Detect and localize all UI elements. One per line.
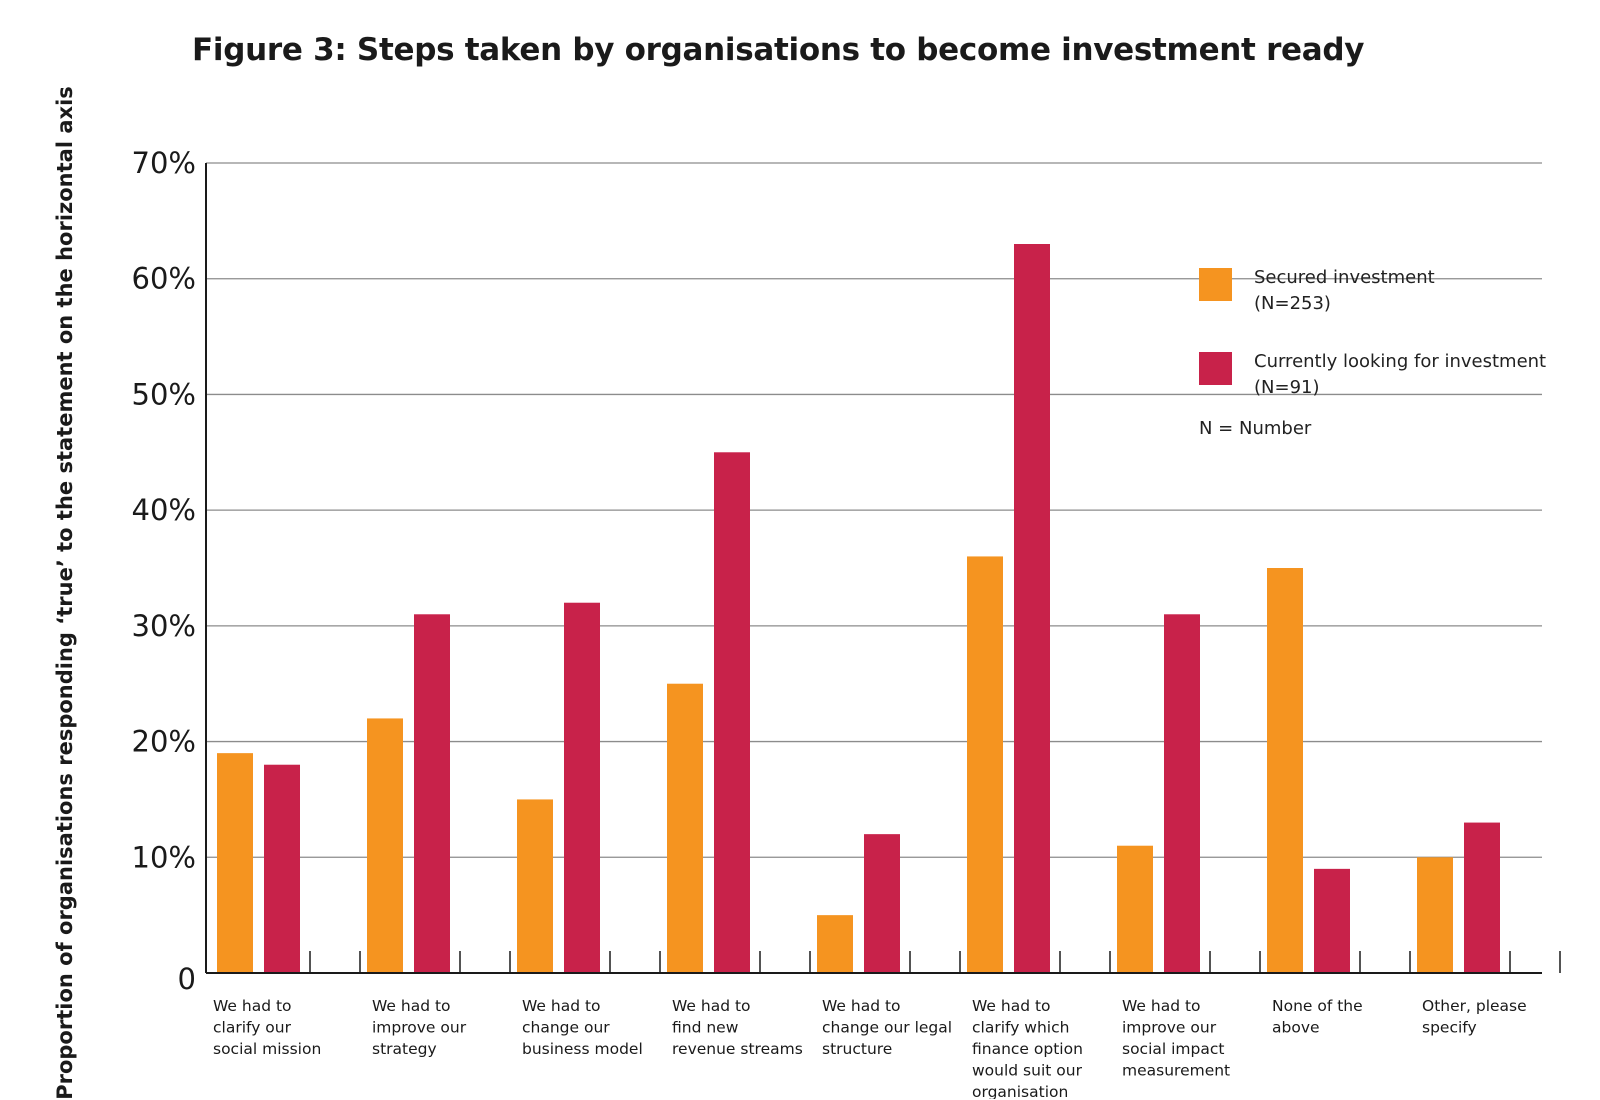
y-tick-label: 0 [178,962,196,996]
legend-label: (N=253) [1254,293,1331,314]
bar [817,915,853,973]
legend-label: (N=91) [1254,377,1320,398]
x-tick-label: We had to [522,997,601,1015]
x-tick-label: None of the [1272,997,1363,1015]
y-tick-label: 50% [132,377,196,411]
legend-swatch [1199,268,1232,301]
y-tick-label: 10% [132,840,196,874]
x-tick-label: change our [522,1019,610,1037]
bar [264,764,300,973]
x-tick-label: We had to [1122,997,1201,1015]
bar [1014,244,1050,973]
bar [1464,822,1500,973]
x-tick-label: We had to [372,997,451,1015]
x-tick-label: clarify our [213,1019,292,1037]
bar [1267,568,1303,973]
x-tick-label: social mission [213,1040,321,1058]
x-tick-label: improve our [1122,1019,1217,1037]
axes [205,163,1561,974]
x-tick-label: finance option [972,1040,1083,1058]
x-tick-label: business model [522,1040,643,1058]
bar [1117,845,1153,973]
x-tick-label: strategy [372,1040,437,1058]
legend-note: N = Number [1199,418,1312,439]
x-tick-label: structure [822,1040,892,1058]
x-tick-label: We had to [672,997,751,1015]
x-tick-label: revenue streams [672,1040,803,1058]
bar [1164,614,1200,973]
x-tick-label: improve our [372,1019,467,1037]
x-tick-label: measurement [1122,1062,1230,1080]
x-tick-label: organisation [972,1083,1068,1099]
x-tick-label: We had to [972,997,1051,1015]
bar [517,799,553,973]
x-tick-label: would suit our [972,1062,1083,1080]
bar [864,834,900,973]
legend-swatch [1199,352,1232,385]
legend-label: Secured investment [1254,267,1435,288]
legend-label: Currently looking for investment [1254,351,1546,372]
bar [1314,868,1350,973]
x-tick-label: We had to [822,997,901,1015]
bar [367,718,403,973]
chart-title: Figure 3: Steps taken by organisations t… [192,32,1365,68]
x-tick-label: find new [672,1019,739,1037]
y-tick-label: 20% [132,725,196,759]
bar [564,602,600,973]
x-tick-label: Other, please [1422,997,1527,1015]
bar [414,614,450,973]
x-tick-labels: We had to clarify our social mission We had… [213,997,1527,1099]
x-tick-label: change our legal [822,1019,952,1037]
y-tick-labels: 0 10% 20% 30% 40% 50% 60% 70% [132,146,196,996]
bar [967,556,1003,973]
x-tick-label: social impact [1122,1040,1224,1058]
y-tick-label: 70% [132,146,196,180]
y-tick-label: 30% [132,609,196,643]
bar [714,452,750,973]
bar [667,683,703,973]
x-tick-label: clarify which [972,1019,1069,1037]
y-tick-label: 60% [132,262,196,296]
bars [217,244,1500,973]
x-tick-label: above [1272,1019,1320,1037]
x-tick-label: specify [1422,1019,1477,1037]
y-tick-label: 40% [132,493,196,527]
legend: Secured investment (N=253) Currently looki… [1199,267,1546,439]
bar [217,753,253,973]
x-tick-label: We had to [213,997,292,1015]
bar [1417,857,1453,973]
